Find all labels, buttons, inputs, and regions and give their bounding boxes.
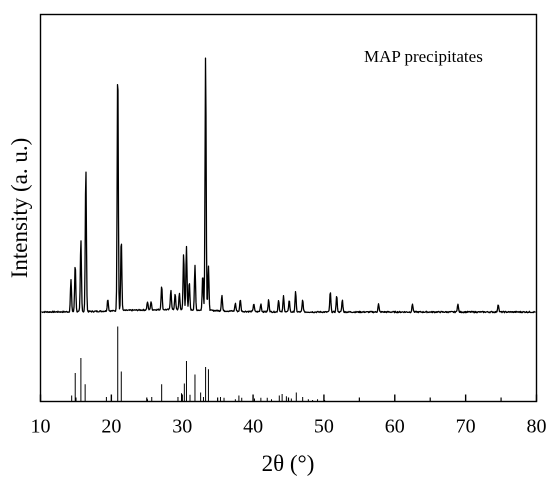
- pattern-line: [41, 57, 536, 314]
- x-tick-label: 60: [385, 416, 405, 438]
- x-tick-label: 20: [101, 416, 121, 438]
- y-axis-label: Intensity (a. u.): [7, 138, 32, 279]
- x-tick-label: 10: [31, 416, 51, 438]
- x-tick-label: 40: [243, 416, 263, 438]
- x-axis-ticks: 10 20 30 40 50 60 70 80: [31, 394, 547, 438]
- reference-sticks: [71, 326, 326, 402]
- pattern-layer: [41, 57, 536, 314]
- x-tick-label: 30: [172, 416, 192, 438]
- x-tick-label: 70: [456, 416, 476, 438]
- x-tick-label: 50: [314, 416, 334, 438]
- x-tick-label: 80: [527, 416, 547, 438]
- plot-frame: [39, 13, 538, 403]
- annotation-label: MAP precipitates: [364, 47, 483, 66]
- x-axis-label: 2θ (°): [262, 451, 315, 476]
